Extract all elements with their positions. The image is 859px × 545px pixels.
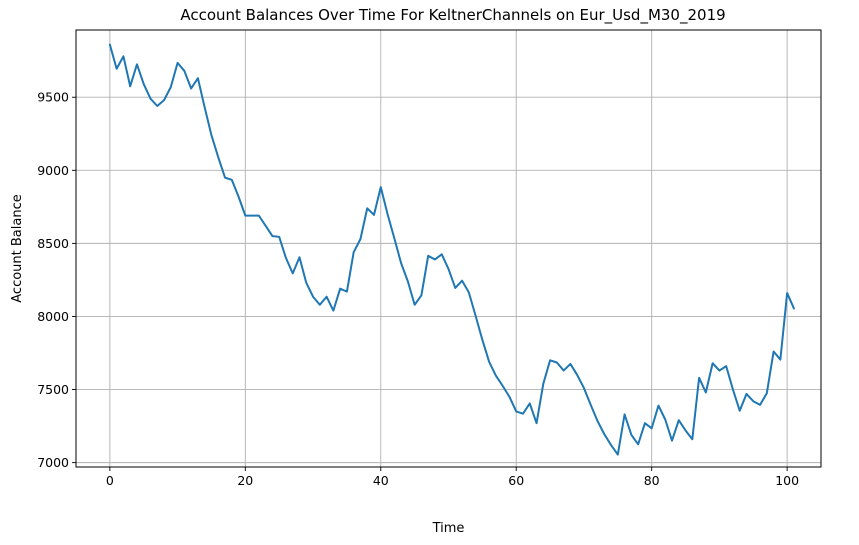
x-tick-label: 40 bbox=[373, 473, 389, 488]
series-group bbox=[108, 43, 795, 456]
y-tick-label: 7000 bbox=[37, 455, 69, 470]
x-tick-label: 100 bbox=[775, 473, 799, 488]
x-tick-label: 20 bbox=[237, 473, 253, 488]
x-tick-label: 60 bbox=[508, 473, 524, 488]
y-axis-label: Account Balance bbox=[10, 194, 25, 302]
series-line bbox=[108, 43, 795, 456]
y-tick-label: 8000 bbox=[37, 309, 69, 324]
x-tick-label: 0 bbox=[106, 473, 114, 488]
y-tick-label: 7500 bbox=[37, 382, 69, 397]
x-axis-label: Time bbox=[432, 521, 465, 536]
grid bbox=[76, 30, 821, 467]
y-tick-label: 8500 bbox=[37, 236, 69, 251]
y-tick-label: 9000 bbox=[37, 163, 69, 178]
plot-frame bbox=[75, 29, 822, 468]
chart-title: Account Balances Over Time For KeltnerCh… bbox=[180, 6, 725, 25]
x-tick-label: 80 bbox=[644, 473, 660, 488]
y-tick-label: 9500 bbox=[37, 90, 69, 105]
ticks: 0 20 40 60 80 100 7000 7500 8000 8500 9000 9500 bbox=[37, 90, 799, 488]
